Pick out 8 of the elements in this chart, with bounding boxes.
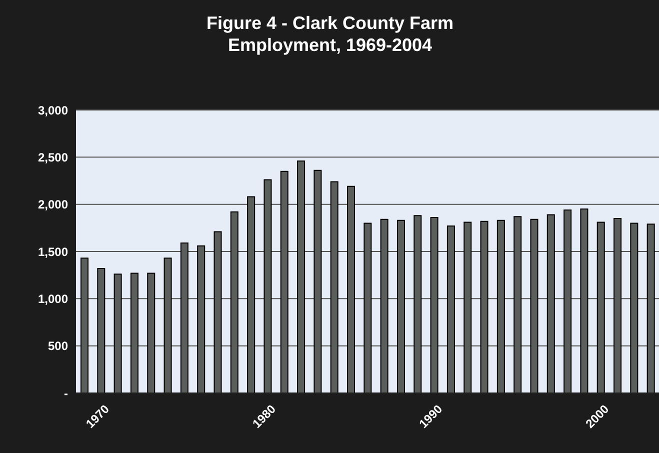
y-tick-label: 3,000 (38, 103, 68, 118)
y-tick-label: 500 (48, 339, 68, 354)
y-tick-label: 2,500 (38, 150, 68, 164)
y-tick-label: - (64, 386, 68, 400)
y-tick-label: 1,000 (38, 292, 68, 306)
y-tick-label: 2,000 (38, 198, 68, 212)
y-tick-label: 1,500 (38, 244, 68, 259)
chart-title: Figure 4 - Clark County Farm Employment, 1969-2004 (205, 12, 455, 56)
